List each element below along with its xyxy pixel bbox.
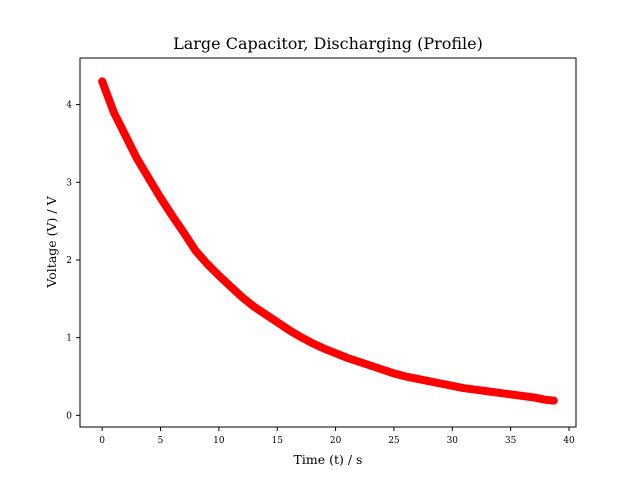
data-point [507,390,515,398]
y-tick-label: 1 [66,334,72,344]
plot-area [98,77,558,405]
data-point [203,260,211,268]
data-point [227,282,235,290]
data-point [518,392,526,400]
axes: 0 5 10 15 20 25 30 35 40 0 1 2 3 4 [66,101,575,446]
data-point [530,393,538,401]
x-tick-label: 10 [213,436,225,446]
data-point [133,155,141,163]
data-point [425,377,433,385]
data-point [460,384,468,392]
y-axis-label: Voltage (V) / V [44,195,59,288]
data-point [367,362,375,370]
data-point [413,375,421,383]
data-point [343,354,351,362]
data-point [110,108,118,116]
x-tick-label: 40 [563,436,575,446]
x-tick-label: 35 [505,436,517,446]
data-point [472,386,480,394]
data-point [215,272,223,280]
data-point [273,318,281,326]
y-tick-label: 4 [66,101,72,111]
series-0-line [98,77,558,405]
data-point [157,194,165,202]
data-point [238,293,246,301]
data-point [98,77,106,85]
data-point [308,339,316,347]
data-point [285,326,293,334]
data-point [378,366,386,374]
data-point [332,349,340,357]
data-point [297,333,305,341]
y-tick-label: 0 [66,411,72,421]
data-point [355,358,363,366]
data-point [250,303,258,311]
data-point [437,380,445,387]
y-tick-label: 3 [66,178,72,188]
data-point [122,132,130,140]
data-point [402,373,410,381]
x-tick-label: 5 [158,436,164,446]
plot-frame [79,57,577,428]
x-tick-label: 25 [388,436,400,446]
data-point [390,369,398,377]
data-point [448,382,456,390]
data-point [145,174,153,182]
data-point [168,212,176,220]
data-point [550,397,558,405]
data-point [192,247,200,255]
x-tick-label: 30 [447,436,459,446]
data-point [180,229,188,237]
x-axis-label: Time (t) / s [294,452,363,467]
chart-title: Large Capacitor, Discharging (Profile) [173,34,483,53]
data-point [262,310,270,318]
x-tick-label: 0 [99,436,105,446]
data-point [320,345,328,353]
data-point [542,396,550,404]
data-point [495,389,503,397]
x-tick-label: 20 [330,436,342,446]
y-tick-label: 2 [66,256,72,266]
data-point [483,387,491,395]
x-tick-label: 15 [272,436,284,446]
